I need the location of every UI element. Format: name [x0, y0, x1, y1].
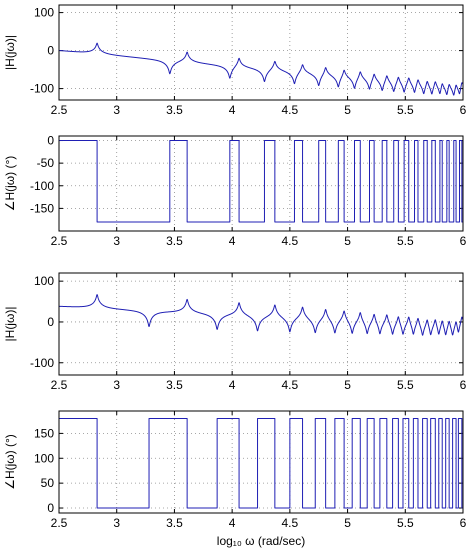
y-tick-label: 0: [47, 44, 54, 58]
series-line: [59, 140, 463, 223]
x-tick-label: 5: [344, 516, 351, 530]
x-tick-label: 5.5: [397, 378, 414, 392]
series-line: [59, 294, 463, 336]
x-tick-label: 3.5: [166, 516, 183, 530]
x-tick-label: 3: [113, 234, 120, 248]
y-axis-label: |H(jω)|: [3, 35, 17, 70]
x-axis-label: log₁₀ ω (rad/sec): [217, 534, 305, 548]
y-tick-label: 100: [34, 451, 54, 465]
x-tick-label: 3: [113, 103, 120, 117]
y-tick-label: 0: [47, 501, 54, 515]
x-tick-label: 3: [113, 378, 120, 392]
x-tick-label: 3.5: [166, 234, 183, 248]
x-tick-label: 6: [460, 378, 467, 392]
phase-plot-1: 2.5 3 3.5 4 4.5 5 5.5 6 0 -50 -100 -150 ∠H(jω) (°): [3, 134, 467, 248]
series-line: [59, 42, 463, 96]
x-tick-label: 5: [344, 378, 351, 392]
x-tick-label: 5.5: [397, 516, 414, 530]
y-axis-label: ∠H(jω) (°): [3, 156, 17, 212]
y-tick-label: 0: [47, 315, 54, 329]
plot-frame: [58, 410, 464, 514]
y-axis-label: ∠H(jω) (°): [3, 434, 17, 490]
x-tick-label: 4.5: [282, 234, 299, 248]
y-tick-label: 50: [41, 476, 55, 490]
x-tick-label: 4.5: [282, 378, 299, 392]
magnitude-plot-1: 2.5 3 3.5 4 4.5 5 5.5 6 100 0 -100 |H(jω)|: [3, 4, 467, 117]
x-tick-label: 2.5: [51, 103, 68, 117]
x-tick-label: 5.5: [397, 103, 414, 117]
x-tick-label: 3: [113, 516, 120, 530]
y-axis-label: |H(jω)|: [3, 307, 17, 342]
y-tick-label: -100: [30, 82, 54, 96]
x-tick-label: 2.5: [51, 234, 68, 248]
y-tick-label: 0: [47, 134, 54, 148]
y-tick-label: 150: [34, 426, 54, 440]
x-tick-label: 6: [460, 103, 467, 117]
y-tick-label: -100: [30, 179, 54, 193]
y-tick-label: -50: [37, 156, 55, 170]
x-tick-label: 4: [229, 378, 236, 392]
x-tick-label: 6: [460, 234, 467, 248]
magnitude-plot-2: 2.5 3 3.5 4 4.5 5 5.5 6 100 0 -100 |H(jω)|: [3, 272, 467, 392]
y-tick-label: 100: [34, 6, 54, 20]
plot-frame: [58, 135, 464, 232]
x-tick-label: 4.5: [282, 103, 299, 117]
y-tick-label: -100: [30, 356, 54, 370]
x-tick-label: 4: [229, 516, 236, 530]
x-tick-label: 3.5: [166, 378, 183, 392]
x-tick-label: 2.5: [51, 516, 68, 530]
x-tick-label: 5.5: [397, 234, 414, 248]
x-tick-label: 5: [344, 234, 351, 248]
y-tick-label: -150: [30, 201, 54, 215]
plot-frame: [58, 272, 464, 376]
x-tick-label: 6: [460, 516, 467, 530]
x-tick-label: 4: [229, 103, 236, 117]
phase-plot-2: 2.5 3 3.5 4 4.5 5 5.5 6 150 100 50 0 ∠H(jω) (°) log₁₀…: [3, 410, 467, 548]
x-tick-label: 4: [229, 234, 236, 248]
series-line: [59, 417, 463, 509]
x-tick-label: 2.5: [51, 378, 68, 392]
x-tick-label: 4.5: [282, 516, 299, 530]
plot-frame: [58, 4, 464, 101]
x-tick-label: 3.5: [166, 103, 183, 117]
y-tick-label: 100: [34, 274, 54, 288]
x-tick-label: 5: [344, 103, 351, 117]
